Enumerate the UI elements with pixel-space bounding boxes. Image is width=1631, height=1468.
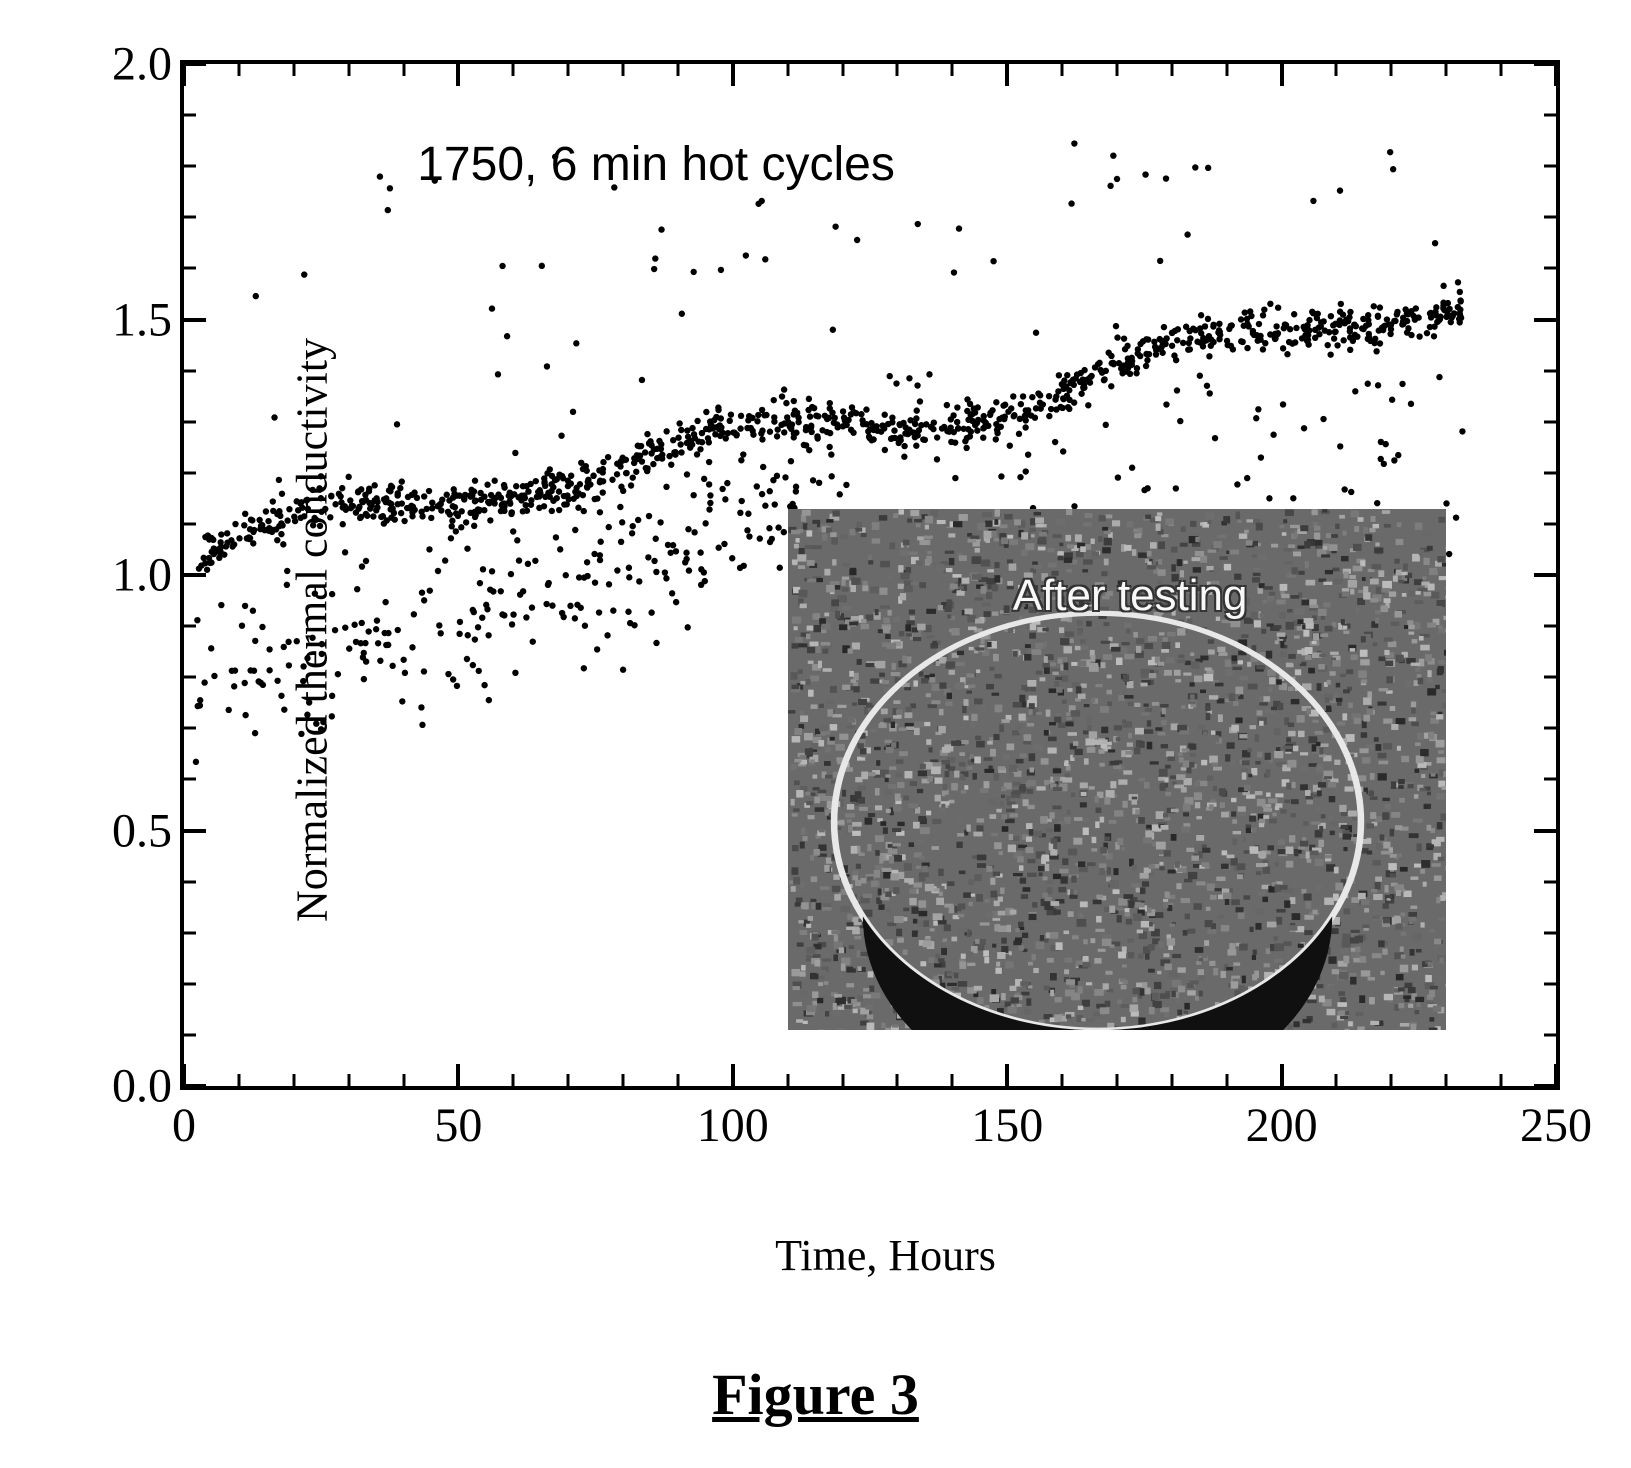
y-tick-label: 2.0 (112, 37, 172, 92)
x-tick-label: 100 (697, 1098, 769, 1153)
y-tick-label: 1.0 (112, 548, 172, 603)
y-tick-label: 0.0 (112, 1059, 172, 1114)
y-tick-label: 0.5 (112, 803, 172, 858)
x-tick-label: 0 (172, 1098, 196, 1153)
figure-caption: Figure 3 (40, 1361, 1591, 1428)
inset-image: After testing (788, 509, 1447, 1030)
annotation-text: 1750, 6 min hot cycles (417, 137, 895, 192)
x-axis-label: Time, Hours (180, 1230, 1591, 1281)
x-tick-label: 50 (434, 1098, 482, 1153)
y-tick-label: 1.5 (112, 292, 172, 347)
x-tick-label: 200 (1246, 1098, 1318, 1153)
inset-label: After testing (1013, 571, 1248, 621)
x-tick-label: 250 (1520, 1098, 1592, 1153)
x-tick-label: 150 (971, 1098, 1043, 1153)
plot-area: 1750, 6 min hot cycles After testing 0.0… (180, 60, 1560, 1090)
